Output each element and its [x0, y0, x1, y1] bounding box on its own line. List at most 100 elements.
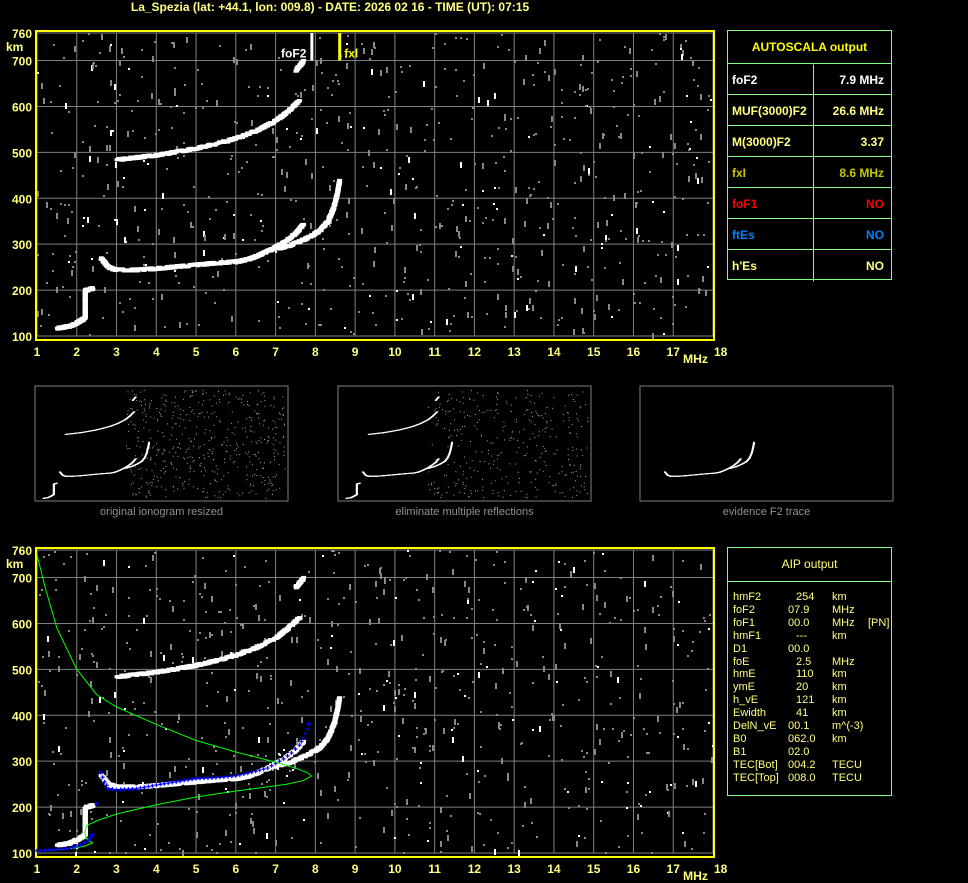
fit-point: [303, 731, 308, 736]
fit-point: [130, 786, 135, 791]
x-tick-label: 6: [232, 345, 239, 359]
y-tick-label: 500: [12, 663, 32, 677]
x-tick-label: 17: [667, 862, 681, 876]
aip-unit: km: [832, 681, 847, 694]
row-label: h'Es: [732, 258, 757, 273]
x-tick-label: 12: [468, 862, 482, 876]
trace-second_hop: [271, 121, 277, 125]
trace-o_F: [181, 263, 187, 267]
x-tick-label: 13: [507, 862, 521, 876]
trace-third_hop: [301, 575, 307, 579]
trace-x_F: [332, 718, 338, 722]
fit-point: [249, 770, 254, 775]
trace-o_F: [294, 748, 300, 752]
aip-param: ymE: [733, 681, 755, 694]
trace-x_F: [331, 724, 337, 728]
fit-point: [221, 774, 226, 779]
trace-E: [82, 821, 88, 825]
aip-param: hmF2: [733, 591, 762, 603]
fit-point: [299, 739, 304, 744]
cell-divider: [813, 250, 891, 281]
aip-value: 00.1: [788, 720, 810, 732]
fit-point: [261, 767, 266, 772]
ionogram-top: 1 2 3 4 5 6 7 8 9 10 11 12 13 14 15 16 17 18MHz1002003004…: [6, 27, 728, 366]
aip-param: TEC[Top]: [733, 771, 779, 784]
fit-point: [277, 759, 282, 764]
y-tick-label: 500: [12, 146, 32, 160]
autoscala-row: foF2 7.9 MHz: [728, 63, 891, 95]
x-axis-label: MHz: [683, 352, 708, 366]
x-tick-label: 4: [153, 862, 160, 876]
aip-unit: km: [832, 591, 847, 603]
fit-point: [241, 772, 246, 777]
aip-param: foF1: [733, 616, 756, 629]
trace-E: [82, 306, 88, 310]
trace-E: [82, 815, 88, 819]
fit-point: [178, 779, 183, 784]
aip-table: AIP output hmF2 254 km foF2 07.9 MHz foF1 00.0 M…: [727, 547, 892, 796]
x-tick-label: 11: [428, 862, 441, 876]
thumbnail-0: [34, 385, 289, 502]
trace-second_hop: [296, 99, 302, 103]
trace-x_F: [326, 219, 332, 223]
fit-point: [90, 832, 95, 837]
ionogram-bottom: 1 2 3 4 5 6 7 8 9 10 11 12 13 14 15 16 17 18MHz1002003004…: [6, 544, 728, 883]
y-tick-label: 400: [12, 192, 32, 206]
aip-value: 2.5: [796, 655, 812, 668]
y-tick-label: 760: [12, 544, 32, 558]
fit-point: [285, 753, 290, 758]
autoscala-row: M(3000)F2 3.37: [728, 125, 891, 157]
fit-point: [213, 775, 218, 780]
fit-point: [158, 782, 163, 787]
row-label: foF2: [732, 72, 758, 87]
trace-x_F: [335, 709, 341, 713]
row-value: NO: [866, 196, 884, 211]
autoscala-row: foF1 NO: [728, 187, 891, 219]
trace-x_F: [333, 199, 339, 203]
trace-third_hop: [298, 580, 304, 584]
x-tick-label: 17: [667, 345, 681, 359]
row-value: 7.9 MHz: [839, 72, 884, 87]
aip-value: 02.0: [788, 745, 810, 758]
fit-point: [209, 775, 214, 780]
fit-point: [150, 783, 155, 788]
aip-unit: km: [832, 732, 847, 745]
marker-foF2: [310, 33, 314, 61]
trace-x_F: [329, 728, 335, 732]
cell-divider: [813, 188, 891, 219]
trace-E: [71, 840, 77, 844]
fit-point: [174, 779, 179, 784]
aip-param: hmF1: [733, 629, 762, 642]
fit-point: [297, 743, 302, 748]
trace-x_F: [331, 206, 337, 210]
y-tick-label: 200: [12, 801, 32, 815]
cell-divider: [813, 126, 891, 157]
fit-point: [100, 775, 105, 780]
aip-param: Ewidth: [733, 707, 767, 720]
thumbnail-2: [639, 385, 894, 502]
trace-x_F: [335, 190, 341, 194]
fit-point: [138, 785, 143, 790]
fit-point: [182, 778, 187, 783]
aip-param: foF2: [733, 603, 756, 616]
y-axis-label: km: [6, 40, 23, 54]
trace-E: [82, 299, 88, 303]
trace-o_F: [299, 225, 305, 229]
thumbnail-caption: original ionogram resized: [100, 506, 223, 518]
y-tick-label: 300: [12, 238, 32, 252]
trace-x_F: [337, 178, 343, 182]
cell-divider: [813, 95, 891, 126]
aip-param: B0: [733, 732, 747, 745]
x-tick-label: 1: [34, 345, 41, 359]
aip-param: TEC[Bot]: [733, 758, 778, 771]
trace-E: [82, 291, 88, 295]
aip-param: hmE: [733, 668, 756, 681]
trace-E: [62, 326, 68, 330]
y-tick-label: 100: [12, 847, 32, 861]
fit-point: [42, 848, 47, 853]
fit-point: [194, 776, 199, 781]
fit-point: [257, 768, 262, 773]
fit-point: [229, 774, 234, 779]
aip-unit: m^(-3): [832, 720, 864, 732]
aip-unit: TECU: [832, 771, 862, 784]
